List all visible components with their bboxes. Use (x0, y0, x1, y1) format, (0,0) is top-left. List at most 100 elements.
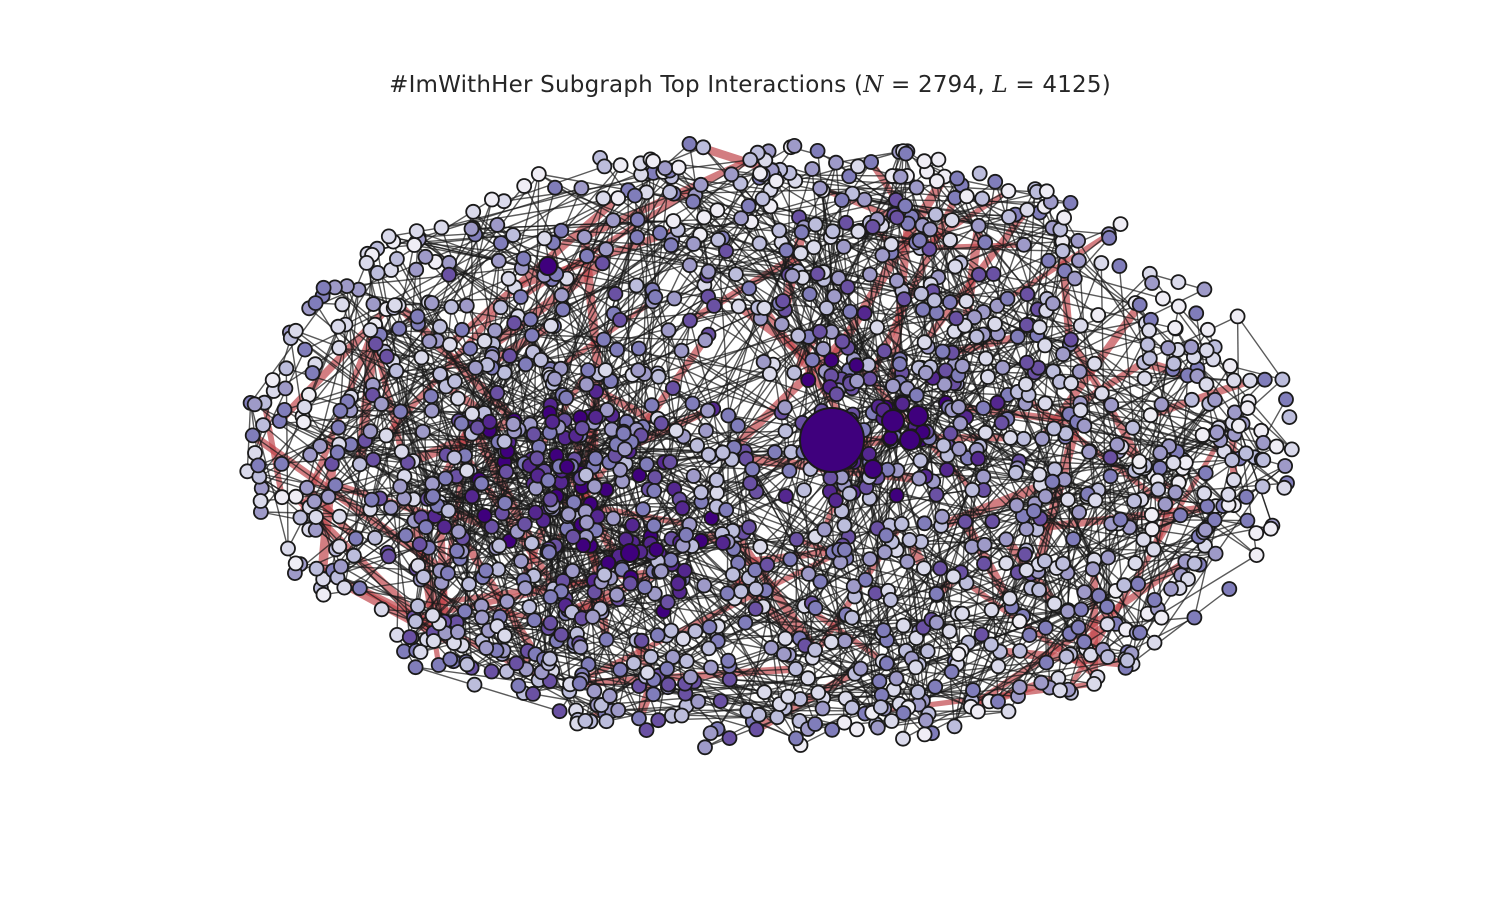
graph-node (1071, 252, 1087, 269)
graph-node (639, 664, 656, 681)
graph-node (246, 396, 263, 413)
graph-node (742, 475, 759, 492)
graph-node (465, 203, 482, 220)
graph-node (742, 151, 759, 168)
graph-node (935, 437, 952, 454)
graph-node (365, 451, 382, 468)
graph-node (958, 293, 975, 310)
graph-node (980, 369, 996, 385)
graph-node (910, 684, 926, 700)
graph-node (670, 575, 686, 592)
graph-node (608, 586, 625, 603)
graph-node (1086, 355, 1103, 372)
graph-node (786, 137, 803, 154)
graph-node (525, 686, 541, 702)
graph-edge (540, 349, 618, 361)
graph-node (675, 631, 691, 647)
graph-node (643, 648, 659, 665)
graph-node (584, 609, 601, 625)
graph-node (841, 485, 858, 502)
graph-edge (1038, 322, 1147, 475)
graph-node (660, 676, 677, 693)
graph-edge (525, 296, 656, 365)
graph-node (594, 255, 611, 272)
graph-node (506, 315, 523, 332)
graph-node (730, 417, 746, 434)
graph-node (476, 507, 493, 524)
graph-node (663, 551, 679, 568)
graph-node (1009, 328, 1026, 345)
graph-edge (725, 509, 834, 553)
graph-node (908, 387, 925, 404)
graph-edge (762, 174, 892, 254)
graph-node (1139, 336, 1156, 353)
graph-node (934, 508, 950, 525)
graph-node (424, 607, 441, 624)
graph-node (1040, 252, 1057, 269)
graph-node (673, 342, 690, 359)
graph-node (490, 252, 507, 269)
graph-node (1112, 511, 1129, 528)
graph-node (947, 258, 964, 275)
graph-node (998, 555, 1015, 572)
graph-node (598, 713, 615, 730)
graph-node (627, 187, 643, 204)
graph-node (1033, 674, 1050, 691)
graph-node (662, 454, 678, 470)
graph-node (464, 488, 480, 505)
graph-edge (346, 286, 361, 465)
graph-node (970, 450, 986, 467)
graph-edge (919, 239, 951, 418)
graph-node (1058, 648, 1075, 665)
graph-node (1256, 371, 1273, 388)
graph-node (578, 467, 594, 483)
graph-node (373, 601, 390, 618)
graph-node (804, 352, 821, 369)
graph-node (1198, 376, 1215, 393)
graph-node (712, 693, 729, 709)
graph-node (1165, 355, 1182, 372)
graph-node (464, 405, 481, 422)
graph-node (898, 145, 914, 162)
graph-node (788, 531, 805, 548)
graph-node (315, 279, 332, 296)
graph-node (839, 279, 856, 296)
graph-node (1199, 321, 1216, 338)
graph-node (696, 577, 713, 594)
graph-node (663, 237, 679, 254)
graph-node (598, 631, 615, 648)
graph-node (449, 390, 466, 407)
graph-node (501, 347, 518, 364)
title-n-symbol: N (863, 72, 884, 98)
graph-edge (920, 541, 1021, 652)
graph-node (334, 296, 351, 313)
graph-node (806, 239, 822, 256)
graph-node (1172, 507, 1189, 524)
graph-node (411, 536, 428, 553)
graph-node (380, 228, 397, 245)
graph-node (942, 294, 958, 311)
graph-node (718, 501, 735, 518)
graph-node (700, 263, 717, 280)
graph-node (388, 250, 405, 267)
graph-node (928, 614, 945, 631)
title-suffix: ) (1101, 72, 1111, 98)
graph-node (1248, 547, 1265, 563)
graph-node (1255, 452, 1272, 468)
graph-node (976, 536, 993, 553)
graph-node (638, 722, 655, 738)
graph-node (541, 544, 557, 561)
graph-node (1037, 395, 1054, 412)
graph-node (1046, 595, 1063, 612)
graph-node (763, 639, 780, 656)
graph-node (587, 450, 604, 467)
graph-node (423, 388, 440, 405)
graph-node (1093, 255, 1110, 271)
graph-node (533, 351, 549, 368)
graph-node (292, 509, 309, 526)
graph-node (1018, 562, 1035, 578)
graph-edge (902, 433, 952, 739)
graph-edge (599, 157, 709, 298)
graph-node (693, 176, 709, 193)
graph-node (409, 308, 426, 325)
